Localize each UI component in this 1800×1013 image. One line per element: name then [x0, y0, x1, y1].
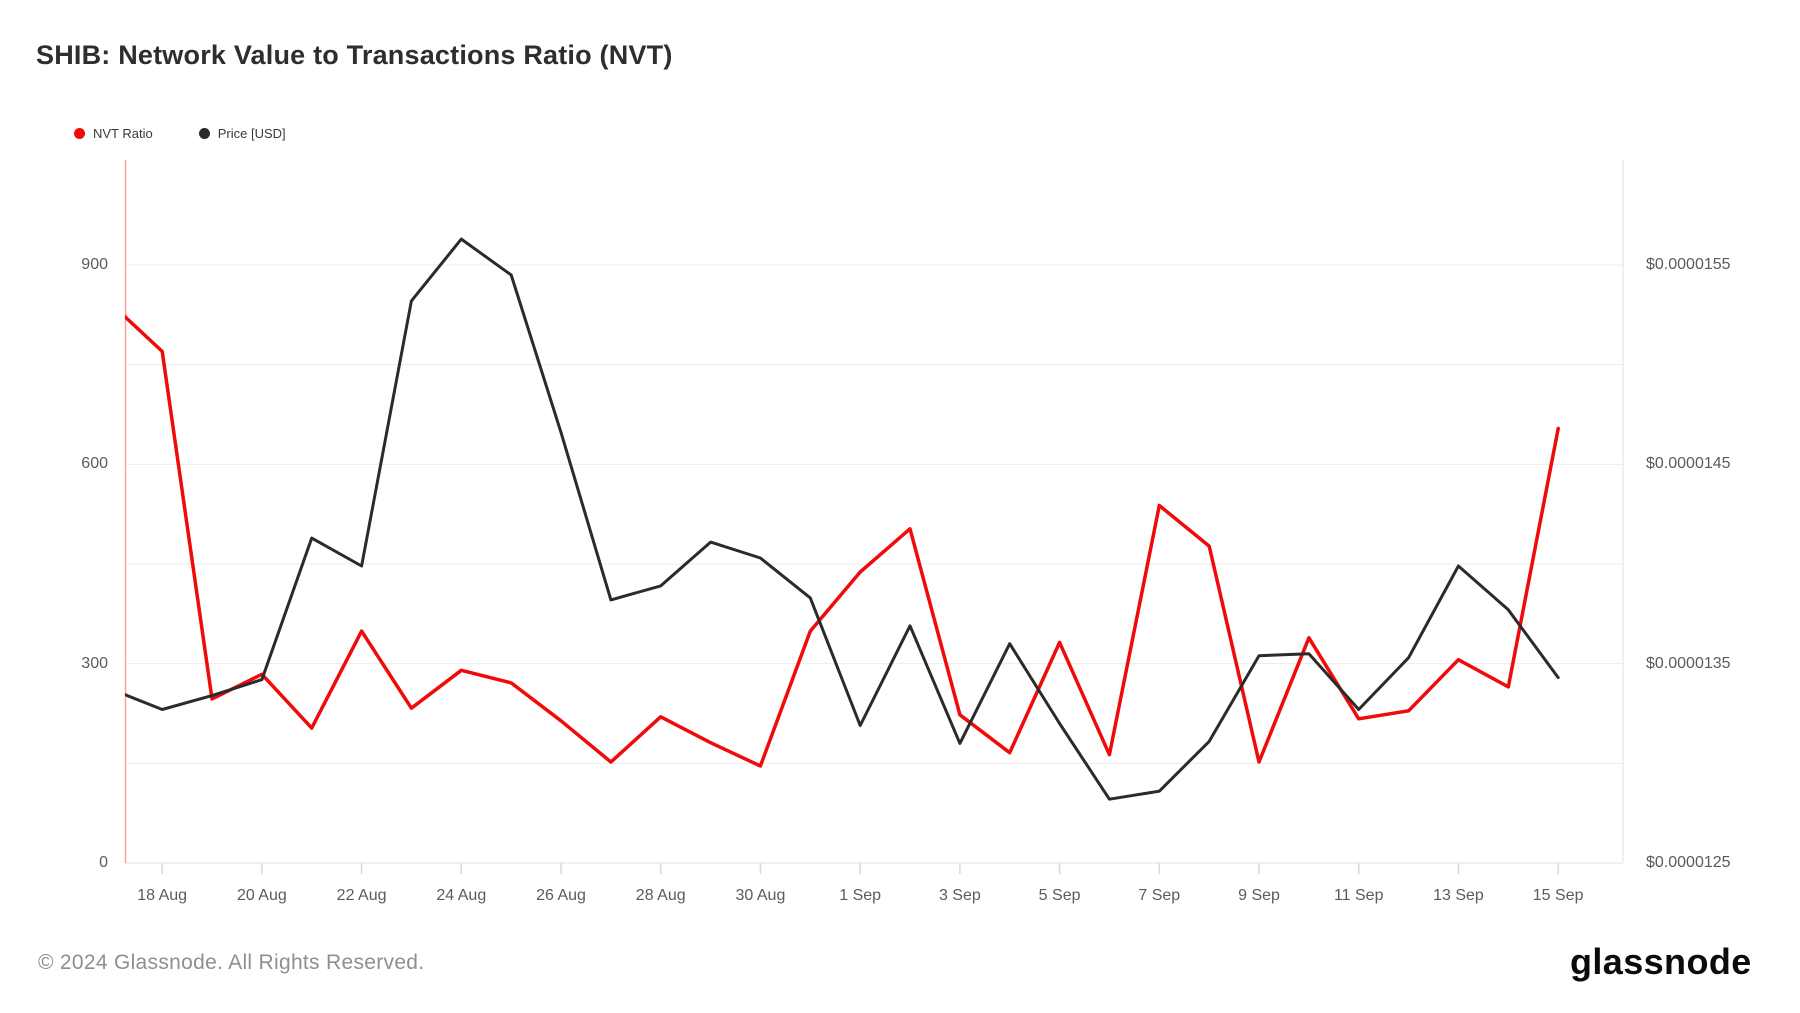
x-axis-tick-label: 1 Sep	[839, 887, 882, 904]
x-axis-tick-label: 5 Sep	[1038, 887, 1081, 904]
right-axis-tick-label: $0.0000135	[1646, 654, 1731, 672]
right-axis-tick-label: $0.0000125	[1646, 854, 1731, 871]
price-dot-icon	[198, 128, 210, 139]
x-axis-tick-label: 9 Sep	[1238, 887, 1280, 904]
x-axis-tick-label: 13 Sep	[1433, 887, 1484, 904]
left-axis-tick-label: 0	[99, 854, 108, 871]
legend-item-nvt-ratio[interactable]: NVT Ratio	[74, 126, 153, 141]
right-axis-tick-label: $0.0000155	[1646, 256, 1731, 273]
x-axis-tick-label: 20 Aug	[236, 887, 287, 904]
x-axis-tick-label: 26 Aug	[536, 887, 586, 904]
x-axis-tick-label: 22 Aug	[336, 887, 387, 904]
legend-item-price[interactable]: Price [USD]	[198, 126, 286, 141]
x-axis-tick-label: 24 Aug	[436, 887, 487, 904]
legend-label-price: Price [USD]	[217, 126, 286, 141]
left-axis-tick-label: 600	[81, 455, 108, 473]
x-axis-tick-label: 30 Aug	[735, 887, 786, 904]
legend: NVT Ratio Price [USD]	[74, 126, 286, 141]
left-axis-tick-label: 900	[81, 256, 108, 273]
nvt-ratio-line	[125, 314, 1560, 768]
price-line	[125, 237, 1560, 801]
x-axis-tick-label: 15 Sep	[1532, 887, 1584, 904]
x-axis-tick-label: 7 Sep	[1138, 887, 1181, 904]
left-axis-tick-label: 300	[81, 654, 108, 672]
x-axis-tick-label: 18 Aug	[137, 887, 188, 904]
legend-label-nvt-ratio: NVT Ratio	[93, 126, 153, 141]
right-axis-tick-label: $0.0000145	[1646, 455, 1731, 473]
x-axis-tick-label: 3 Sep	[938, 887, 981, 904]
x-axis-tick-label: 11 Sep	[1333, 887, 1384, 904]
nvt-ratio-dot-icon	[74, 128, 85, 139]
x-axis-tick-label: 28 Aug	[635, 887, 686, 904]
glassnode-logo: glassnode	[1570, 941, 1752, 982]
copyright-text: © 2024 Glassnode. All Rights Reserved.	[38, 951, 425, 974]
page-title: SHIB: Network Value to Transactions Rati…	[36, 40, 673, 70]
